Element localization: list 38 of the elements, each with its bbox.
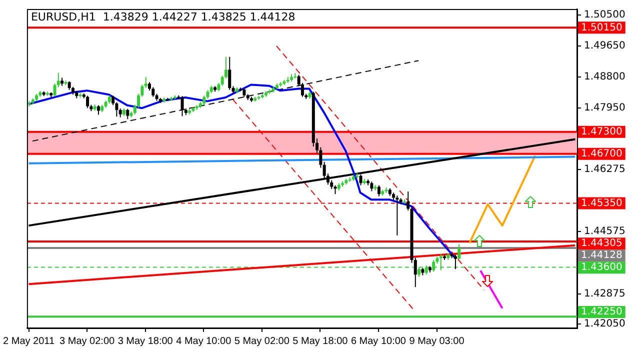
ref-line-label: 1.44305 <box>581 238 622 250</box>
y-tick-label: 1.49650 <box>584 40 626 52</box>
x-tick-label: 4 May 10:00 <box>176 336 232 347</box>
ref-line-label: 1.42250 <box>581 306 622 318</box>
ref-line-label: 1.47300 <box>581 126 622 138</box>
ref-line-label: 1.46700 <box>581 148 622 160</box>
candlestick <box>370 181 374 192</box>
chart-title: EURUSD,H1 1.43829 1.44227 1.43825 1.44128 <box>30 10 296 24</box>
x-tick-label: 6 May 10:00 <box>350 336 406 347</box>
y-tick-label: 1.42875 <box>584 288 626 300</box>
y-tick-label: 1.46275 <box>584 164 626 176</box>
candlestick <box>228 56 232 90</box>
y-tick-label: 1.44575 <box>584 226 626 238</box>
y-tick-label: 1.50500 <box>584 9 626 20</box>
candlestick <box>96 104 100 116</box>
ref-line-label: 1.43600 <box>581 262 622 274</box>
x-tick-label: 3 May 18:00 <box>118 336 174 347</box>
x-tick-label: 5 May 02:00 <box>234 336 290 347</box>
candlestick <box>126 108 130 120</box>
y-tick-label: 1.48800 <box>584 72 626 83</box>
candlestick <box>202 95 206 106</box>
x-tick-label: 2 May 2011 <box>3 336 55 347</box>
candlestick <box>359 174 362 186</box>
candlestick <box>86 95 90 109</box>
candlestick <box>144 76 148 89</box>
y-tick-label: 1.42050 <box>584 318 626 330</box>
ref-line-label: 1.45350 <box>581 198 622 209</box>
candlestick <box>454 254 457 270</box>
x-tick-label: 9 May 03:00 <box>409 336 465 347</box>
ref-line-label: 1.44128 <box>581 250 622 262</box>
x-tick-label: 5 May 18:00 <box>292 336 348 347</box>
candlestick <box>180 96 184 117</box>
ref-line-label: 1.50150 <box>581 22 622 34</box>
candlestick <box>406 191 410 212</box>
candlestick <box>458 244 461 260</box>
x-tick-label: 3 May 02:00 <box>60 336 116 347</box>
candlestick <box>377 184 380 197</box>
y-tick-label: 1.47950 <box>584 102 626 114</box>
